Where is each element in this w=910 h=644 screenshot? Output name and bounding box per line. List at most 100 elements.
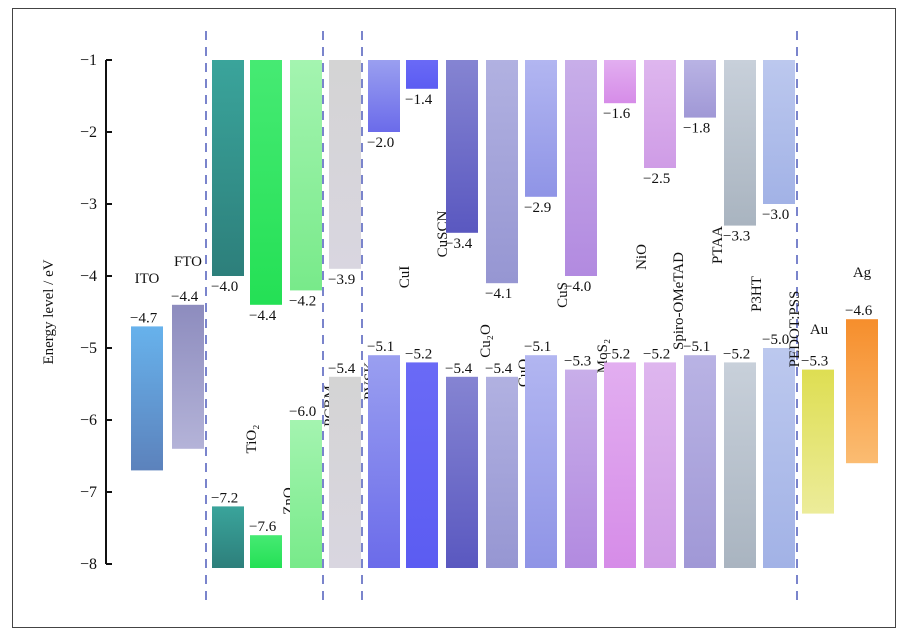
- top-value-label: −4.6: [845, 303, 873, 319]
- bottom-value-label: −5.0: [762, 332, 789, 348]
- homo-bar: [684, 355, 716, 568]
- material-column-14: −1.8 −5.1 PTAA: [683, 60, 726, 568]
- material-column-1: −4.4 FTO: [171, 254, 204, 449]
- material-name: Ag: [853, 265, 872, 281]
- y-tick-label: −7: [80, 484, 97, 501]
- lumo-bar: [604, 60, 636, 104]
- bottom-value-label: −5.2: [723, 346, 750, 362]
- top-value-label: −4.4: [249, 308, 277, 324]
- top-value-label: −2.5: [643, 171, 670, 187]
- lumo-bar: [565, 60, 597, 276]
- material-name: Cu₂O: [478, 324, 494, 358]
- lumo-bar: [212, 60, 244, 276]
- level-bar: [802, 369, 834, 514]
- bottom-value-label: −5.1: [524, 339, 551, 355]
- lumo-bar: [525, 60, 557, 197]
- y-tick-label: −8: [80, 556, 97, 573]
- level-bar: [131, 326, 163, 471]
- material-column-6: −2.0 −5.1 CuI: [367, 60, 413, 568]
- top-value-label: −4.1: [485, 286, 512, 302]
- material-column-5: −3.9−5.4PVSK: [328, 60, 378, 568]
- material-column-0: −4.7 ITO: [130, 271, 163, 471]
- homo-bar: [724, 362, 756, 568]
- material-column-8: −3.4 −5.4 Cu₂O: [445, 60, 494, 568]
- y-tick-label: −6: [80, 412, 97, 429]
- level-bar: [172, 304, 204, 449]
- bottom-value-label: −5.4: [328, 361, 356, 377]
- material-column-4: −4.2−6.0PCBM: [289, 60, 338, 568]
- lumo-bar: [368, 60, 400, 132]
- top-value-label: −1.8: [683, 121, 710, 137]
- material-column-12: −1.6 −5.2 NiO: [603, 60, 650, 568]
- homo-bar: [525, 355, 557, 568]
- bars-layer: −4.7ITO−4.4FTO−4.0−7.2TiO₂−4.4−7.6ZnO−4.…: [130, 60, 878, 568]
- homo-bar: [250, 535, 282, 568]
- homo-bar: [565, 369, 597, 568]
- material-column-9: −4.1−5.4 CuO: [485, 60, 532, 568]
- top-value-label: −1.4: [405, 92, 433, 108]
- lumo-bar: [486, 60, 518, 284]
- energy-level-chart: −1 −2 −3 −4 −5 −6 −7 −8 Energy level / eV −4.7 I…: [41, 31, 878, 605]
- homo-bar: [446, 376, 478, 568]
- lumo-bar: [406, 60, 438, 89]
- material-name: Spiro-OMeTAD: [671, 252, 687, 350]
- top-value-label: −1.6: [603, 106, 631, 122]
- bottom-value-label: −5.3: [564, 354, 591, 370]
- top-value-label: −4.0: [211, 279, 238, 295]
- bottom-value-label: −5.2: [643, 346, 670, 362]
- material-column-2: −4.0 −7.2 TiO₂: [211, 60, 260, 568]
- material-name: CuI: [397, 266, 413, 289]
- bottom-value-label: −5.1: [683, 339, 710, 355]
- lumo-bar: [684, 60, 716, 118]
- bottom-value-label: −6.0: [289, 404, 316, 420]
- material-column-10: −2.9 −5.1 CuS: [524, 60, 571, 568]
- lumo-bar: [724, 60, 756, 226]
- top-value-label: −4.0: [564, 279, 591, 295]
- bottom-value-label: −5.4: [485, 361, 513, 377]
- material-name: PEDOT:PSS: [787, 291, 803, 368]
- homo-bar: [212, 506, 244, 568]
- top-value-label: −3.3: [723, 229, 750, 245]
- level-bar: [846, 319, 878, 464]
- top-value-label: −3.0: [762, 207, 789, 223]
- y-tick-label: −1: [80, 52, 97, 69]
- top-value-label: −4.2: [289, 293, 316, 309]
- homo-bar: [290, 420, 322, 568]
- material-name: PTAA: [710, 226, 726, 264]
- material-name: P3HT: [749, 276, 765, 312]
- y-tick-label: −2: [80, 124, 97, 141]
- top-value-label: −4.7: [130, 310, 158, 326]
- bottom-value-label: −5.1: [367, 339, 394, 355]
- material-name: NiO: [634, 244, 650, 270]
- material-column-15: −3.3 −5.2 P3HT: [723, 60, 765, 568]
- material-column-18: −4.6 Ag: [845, 265, 878, 464]
- y-axis: −1 −2 −3 −4 −5 −6 −7 −8: [80, 52, 112, 573]
- y-tick-label: −5: [80, 340, 97, 357]
- y-axis-label: Energy level / eV: [41, 259, 57, 364]
- homo-bar: [368, 355, 400, 568]
- material-name: TiO₂: [244, 425, 260, 454]
- lumo-bar: [250, 60, 282, 305]
- top-value-label: −2.0: [367, 135, 394, 151]
- top-value-label: −3.9: [328, 272, 355, 288]
- top-value-label: −3.4: [445, 236, 473, 252]
- lumo-bar: [644, 60, 676, 168]
- material-column-17: −5.3 Au: [801, 322, 834, 514]
- bottom-value-label: −7.2: [211, 490, 238, 506]
- material-name: CuS: [555, 282, 571, 308]
- bottom-value-label: −5.2: [405, 346, 432, 362]
- top-value-label: −2.9: [524, 200, 551, 216]
- material-name: Au: [810, 322, 829, 338]
- homo-bar: [329, 376, 361, 568]
- homo-bar: [486, 376, 518, 568]
- y-tick-label: −4: [80, 268, 97, 285]
- material-name: FTO: [174, 254, 202, 270]
- lumo-bar: [763, 60, 795, 204]
- bottom-value-label: −7.6: [249, 519, 277, 535]
- homo-bar: [406, 362, 438, 568]
- figure-frame: −1 −2 −3 −4 −5 −6 −7 −8 Energy level / eV −4.7 I…: [12, 8, 896, 628]
